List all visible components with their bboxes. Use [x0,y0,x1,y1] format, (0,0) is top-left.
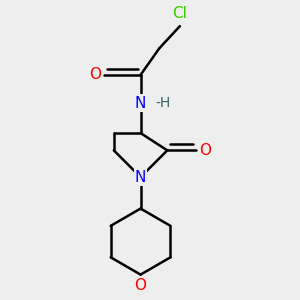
Text: -H: -H [156,96,171,110]
Text: Cl: Cl [172,6,187,21]
Text: N: N [135,169,146,184]
Text: O: O [89,68,101,82]
Text: O: O [135,278,147,293]
Text: N: N [135,96,146,111]
Text: O: O [199,143,211,158]
